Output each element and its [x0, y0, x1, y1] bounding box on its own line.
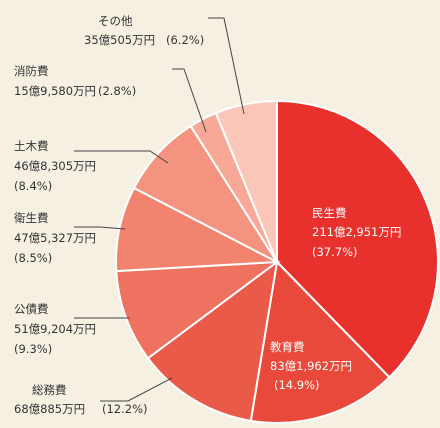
label-kyoiku-name: 教育費	[270, 340, 305, 354]
label-doboku-amount: 46億8,305万円	[14, 159, 96, 173]
label-soumu-percent: (12.2%)	[102, 402, 148, 416]
pie-slice-0	[276, 99, 439, 379]
label-minsei-amount: 211億2,951万円	[312, 225, 401, 239]
label-doboku-name: 土木費	[14, 139, 49, 153]
label-shobo-amount: 15億9,580万円	[14, 84, 96, 98]
label-minsei-percent: (37.7%)	[312, 245, 358, 259]
label-sonota-percent: (6.2%)	[166, 33, 204, 47]
pie-slice-2	[146, 259, 279, 423]
pie-slice-5	[132, 124, 280, 265]
label-sonota-amount: 35億505万円	[84, 33, 155, 47]
label-kousai-amount: 51億9,204万円	[14, 322, 96, 336]
pie-slice-7	[214, 99, 278, 263]
label-kyoiku-percent: (14.9%)	[274, 378, 320, 392]
label-shobo-name: 消防費	[14, 64, 49, 78]
leader-doboku	[74, 150, 169, 164]
pie-slice-1	[249, 259, 391, 424]
label-eisei-percent: (8.5%)	[14, 251, 52, 265]
label-sonota-name: その他	[98, 14, 133, 28]
label-eisei-name: 衛生費	[14, 211, 49, 225]
label-shobo-percent: (2.8%)	[98, 84, 136, 98]
label-kousai-name: 公債費	[14, 302, 49, 316]
label-eisei-amount: 47億5,327万円	[14, 231, 96, 245]
label-soumu-amount: 68億885万円	[14, 402, 85, 416]
label-soumu-name: 総務費	[32, 383, 67, 397]
label-kyoiku-amount: 83億1,962万円	[270, 359, 352, 373]
label-doboku-percent: (8.4%)	[14, 179, 52, 193]
leader-soumu	[100, 377, 173, 402]
leader-shobo	[172, 68, 207, 133]
leader-lines	[74, 17, 245, 402]
label-kousai-percent: (9.3%)	[14, 342, 52, 356]
leader-eisei	[74, 226, 126, 230]
pie-slice-3	[115, 260, 281, 360]
leader-sonota	[208, 17, 245, 115]
label-minsei-name: 民生費	[312, 206, 347, 220]
pie-slices	[115, 99, 439, 424]
